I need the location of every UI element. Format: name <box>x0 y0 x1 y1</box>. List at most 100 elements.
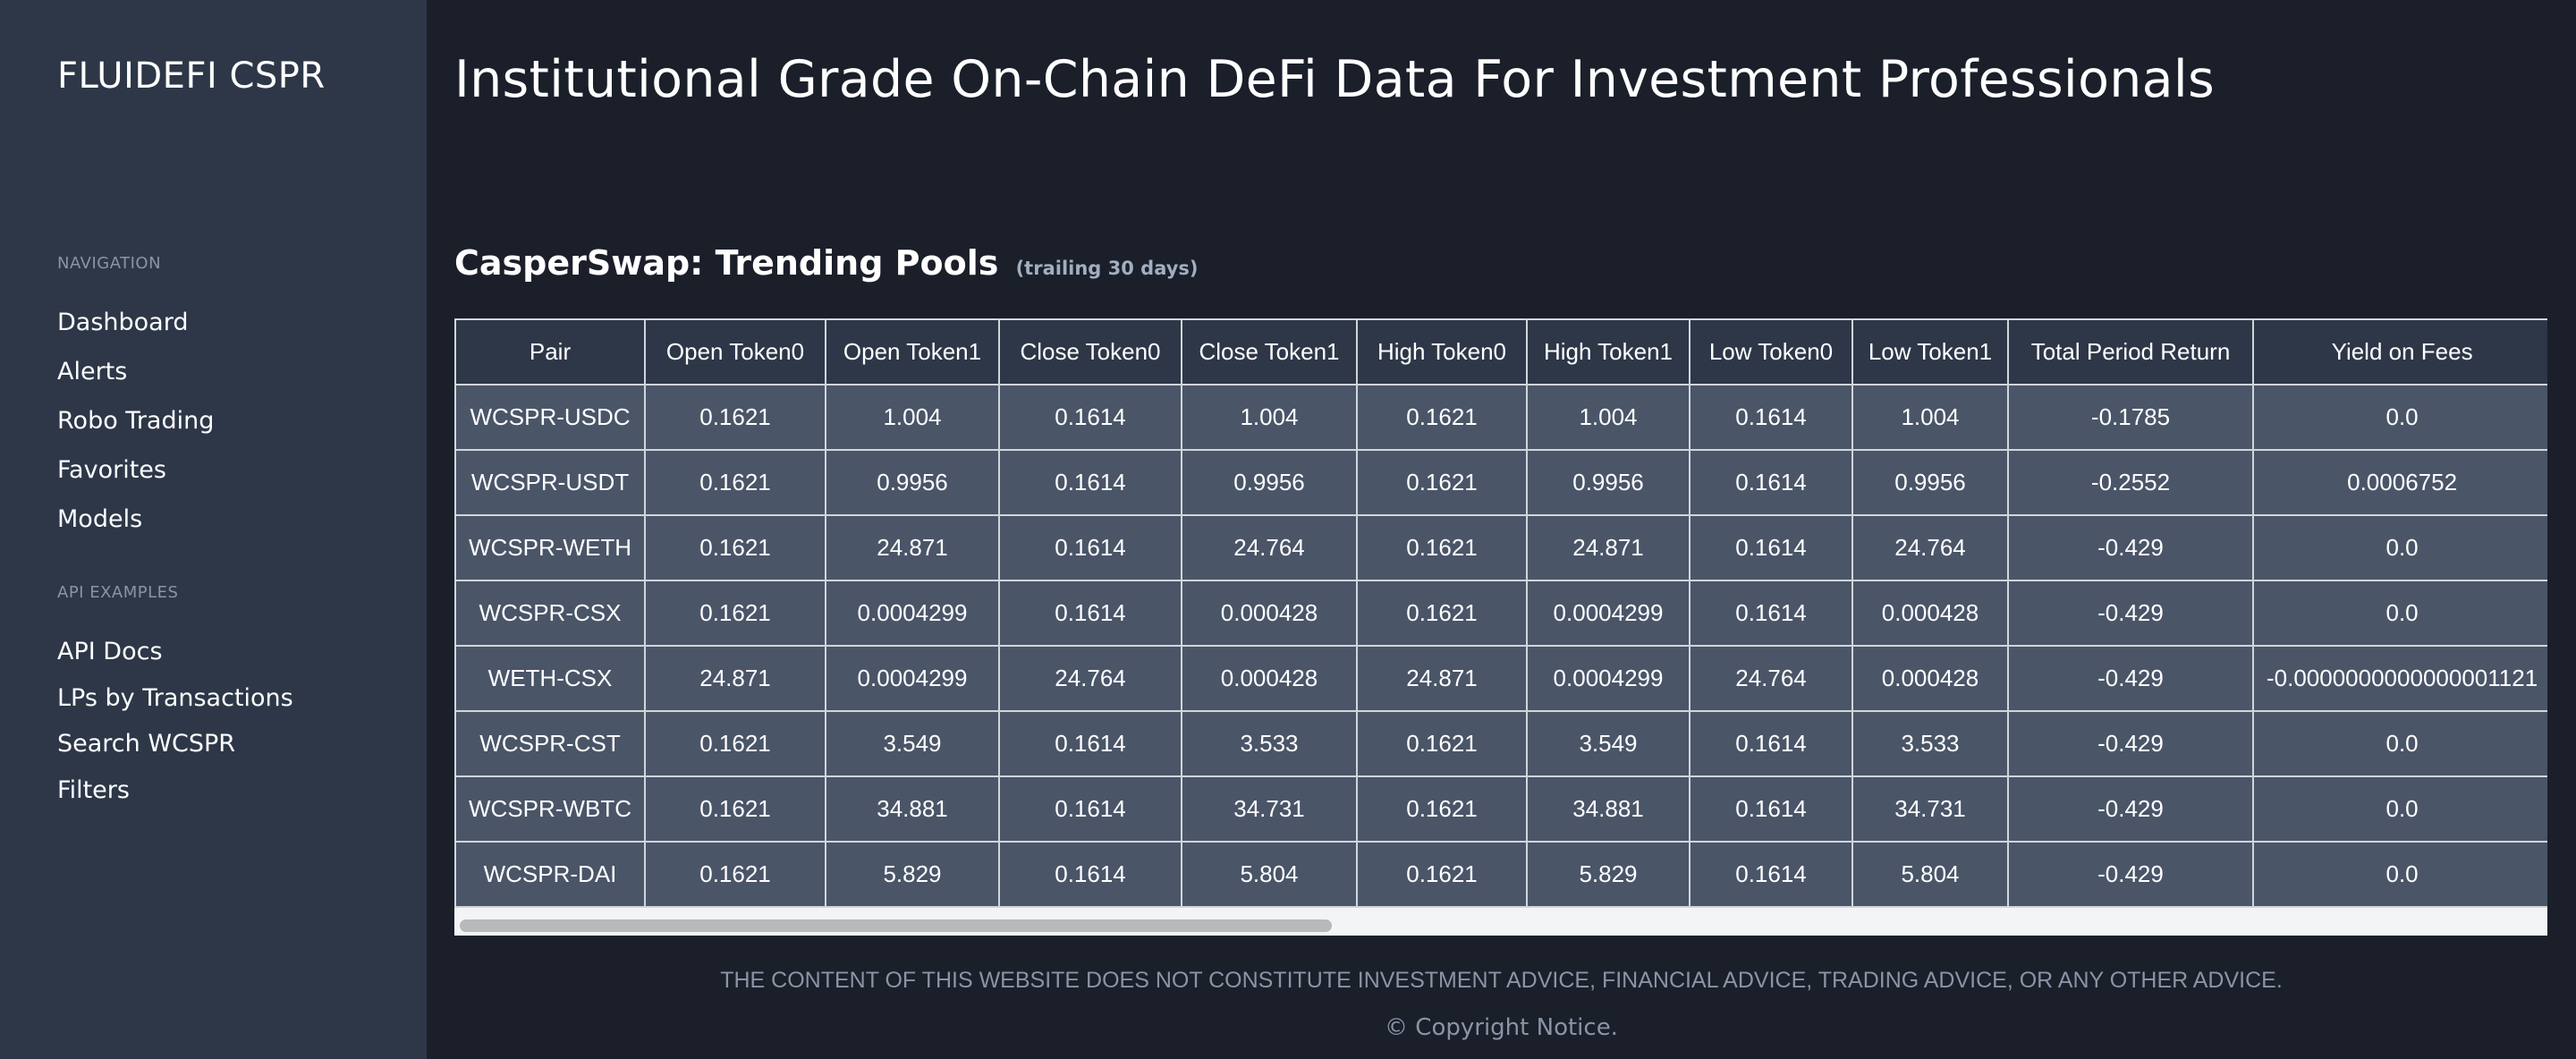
table-header-row: Pair Open Token0 Open Token1 Close Token0 Cl… <box>454 318 2547 385</box>
nav-item-lps-by-transactions[interactable]: LPs by Transactions <box>57 683 293 712</box>
table-cell: -0.2552 <box>2007 449 2254 516</box>
sidebar: FLUIDEFI CSPR NAVIGATION Dashboard Alert… <box>0 0 427 1059</box>
table-cell: 0.1614 <box>1689 384 1853 451</box>
table-cell: 0.1614 <box>1689 449 1853 516</box>
table-cell: 0.1614 <box>998 514 1182 581</box>
table-cell: 0.1614 <box>1689 775 1853 843</box>
table-cell: -0.1785 <box>2007 384 2254 451</box>
table-cell: -0.429 <box>2007 580 2254 647</box>
nav-item-models[interactable]: Models <box>57 505 143 533</box>
pair-cell: WCSPR-WBTC <box>454 775 646 843</box>
table-cell: 34.881 <box>825 775 1000 843</box>
table-cell: 0.1621 <box>1356 449 1528 516</box>
table-cell: 24.871 <box>825 514 1000 581</box>
table-cell: 0.1621 <box>1356 580 1528 647</box>
horizontal-scrollbar[interactable] <box>454 914 2547 936</box>
nav-item-dashboard[interactable]: Dashboard <box>57 309 189 336</box>
copyright-notice: © Copyright Notice. <box>1385 1014 1618 1041</box>
nav-item-alerts[interactable]: Alerts <box>57 358 128 385</box>
scrollbar-thumb[interactable] <box>460 919 1332 932</box>
table-cell: 0.1614 <box>1689 710 1853 777</box>
table-cell: 0.0004299 <box>825 580 1000 647</box>
table-cell: 0.0 <box>2251 710 2547 777</box>
column-header: Total Period Return <box>2007 318 2254 385</box>
pair-cell: WCSPR-WETH <box>454 514 646 581</box>
table-cell: 0.9956 <box>1181 449 1358 516</box>
column-header: Yield on Fees <box>2251 318 2547 385</box>
table-cell: 24.764 <box>1689 645 1853 712</box>
table-cell: 0.0 <box>2251 841 2547 908</box>
nav-item-filters[interactable]: Filters <box>57 775 130 804</box>
column-header: High Token1 <box>1526 318 1690 385</box>
table-cell: 3.549 <box>1526 710 1690 777</box>
nav-item-favorites[interactable]: Favorites <box>57 456 166 484</box>
api-examples-heading: API EXAMPLES <box>57 583 179 602</box>
table-cell: 0.1621 <box>644 384 826 451</box>
table-row[interactable]: WETH-CSX 24.871 0.0004299 24.764 0.000428 24.… <box>454 645 2547 712</box>
pair-cell: WCSPR-CSX <box>454 580 646 647</box>
section-subtitle: (trailing 30 days) <box>1015 258 1199 279</box>
table-cell: 0.1614 <box>1689 580 1853 647</box>
column-header: High Token0 <box>1356 318 1528 385</box>
table-cell: 0.1621 <box>644 514 826 581</box>
table-cell: 0.000428 <box>1852 645 2009 712</box>
table-cell: 24.764 <box>998 645 1182 712</box>
table-cell: 5.829 <box>825 841 1000 908</box>
table-cell: 0.1614 <box>998 841 1182 908</box>
table-cell: 1.004 <box>1181 384 1358 451</box>
table-row[interactable]: WCSPR-WETH 0.1621 24.871 0.1614 24.764 0.1621… <box>454 514 2547 581</box>
table-row[interactable]: WCSPR-WBTC 0.1621 34.881 0.1614 34.731 0.1621… <box>454 775 2547 843</box>
table-cell: 3.533 <box>1852 710 2009 777</box>
table-cell: 5.804 <box>1852 841 2009 908</box>
table-row[interactable]: WCSPR-USDT 0.1621 0.9956 0.1614 0.9956 0.1621… <box>454 449 2547 516</box>
pair-cell: WETH-CSX <box>454 645 646 712</box>
nav-item-robo-trading[interactable]: Robo Trading <box>57 407 215 435</box>
table-cell: 0.1614 <box>998 449 1182 516</box>
nav-item-search-wcspr[interactable]: Search WCSPR <box>57 730 236 758</box>
table-cell: 0.1621 <box>1356 710 1528 777</box>
table-cell: 0.1621 <box>1356 775 1528 843</box>
table-cell: 0.1614 <box>998 710 1182 777</box>
table-cell: 1.004 <box>1526 384 1690 451</box>
table-cell: 0.0004299 <box>825 645 1000 712</box>
table-cell: 0.9956 <box>1852 449 2009 516</box>
table-cell: 0.1621 <box>644 449 826 516</box>
table-cell: 24.871 <box>1526 514 1690 581</box>
column-header: Close Token1 <box>1181 318 1358 385</box>
pair-cell: WCSPR-USDT <box>454 449 646 516</box>
section-title: CasperSwap: Trending Pools (trailing 30 … <box>454 243 1199 283</box>
table-row[interactable]: WCSPR-DAI 0.1621 5.829 0.1614 5.804 0.1621 5.8… <box>454 841 2547 908</box>
table-cell: 1.004 <box>1852 384 2009 451</box>
brand-logo[interactable]: FLUIDEFI CSPR <box>57 55 326 97</box>
table-cell: 0.9956 <box>825 449 1000 516</box>
pair-cell: WCSPR-CST <box>454 710 646 777</box>
main-content: Institutional Grade On-Chain DeFi Data F… <box>427 0 2576 1059</box>
table-row[interactable]: WCSPR-CST 0.1621 3.549 0.1614 3.533 0.1621 3.5… <box>454 710 2547 777</box>
table-cell: 0.1614 <box>1689 841 1853 908</box>
table-cell: 0.1621 <box>1356 384 1528 451</box>
table-cell: 0.0004299 <box>1526 580 1690 647</box>
table-cell: 24.764 <box>1181 514 1358 581</box>
table-cell: 0.0004299 <box>1526 645 1690 712</box>
table-cell: 0.1621 <box>1356 514 1528 581</box>
table-cell: 0.000428 <box>1852 580 2009 647</box>
table-cell: 1.004 <box>825 384 1000 451</box>
navigation-list: Dashboard Alerts Robo Trading Favorites … <box>57 298 214 544</box>
table-cell: 0.000428 <box>1181 645 1358 712</box>
table-cell: 34.731 <box>1852 775 2009 843</box>
table-cell: 0.1614 <box>998 775 1182 843</box>
pair-cell: WCSPR-DAI <box>454 841 646 908</box>
column-header: Close Token0 <box>998 318 1182 385</box>
table-cell: 3.549 <box>825 710 1000 777</box>
disclaimer-text: THE CONTENT OF THIS WEBSITE DOES NOT CON… <box>720 968 2283 993</box>
table-row[interactable]: WCSPR-USDC 0.1621 1.004 0.1614 1.004 0.1621 1.… <box>454 384 2547 451</box>
nav-item-api-docs[interactable]: API Docs <box>57 638 163 665</box>
column-header: Pair <box>454 318 646 385</box>
trending-pools-table-container[interactable]: Pair Open Token0 Open Token1 Close Token0 Cl… <box>454 318 2547 936</box>
table-row[interactable]: WCSPR-CSX 0.1621 0.0004299 0.1614 0.000428 0.… <box>454 580 2547 647</box>
column-header: Low Token0 <box>1689 318 1853 385</box>
column-header: Open Token0 <box>644 318 826 385</box>
table-cell: 0.1621 <box>644 580 826 647</box>
table-cell: 0.1621 <box>644 775 826 843</box>
section-title-text: CasperSwap: Trending Pools <box>454 243 999 283</box>
